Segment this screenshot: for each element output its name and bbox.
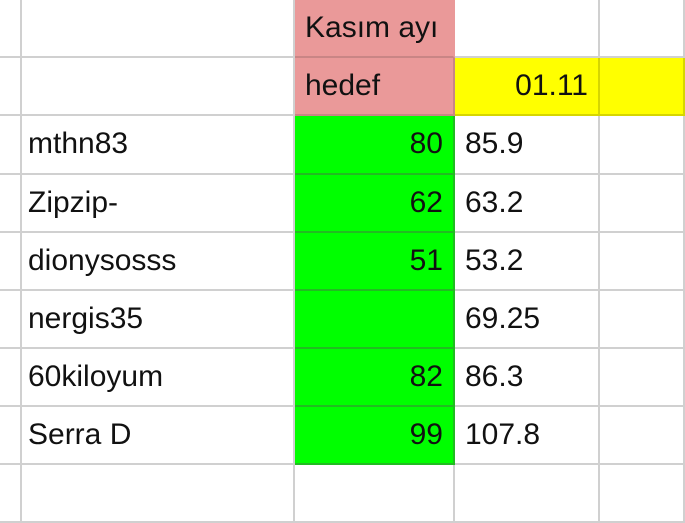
cell[interactable] xyxy=(0,116,22,175)
cell[interactable] xyxy=(600,175,685,233)
month-header-cell[interactable]: Kasım ayı xyxy=(295,0,455,58)
name-cell[interactable]: nergis35 xyxy=(18,291,295,349)
cell[interactable] xyxy=(455,0,600,58)
name-cell[interactable]: Zipzip- xyxy=(18,175,295,233)
value-cell[interactable]: 63.2 xyxy=(455,175,600,233)
cell[interactable] xyxy=(18,58,295,116)
name-cell[interactable]: dionysosss xyxy=(18,233,295,291)
target-cell[interactable] xyxy=(295,291,455,349)
value-cell[interactable]: 85.9 xyxy=(455,116,600,175)
cell[interactable] xyxy=(600,291,685,349)
value-cell[interactable]: 107.8 xyxy=(455,407,600,465)
cell[interactable] xyxy=(455,465,600,523)
cell[interactable] xyxy=(18,0,295,58)
target-cell[interactable]: 62 xyxy=(295,175,455,233)
cell[interactable] xyxy=(0,175,22,233)
cell[interactable] xyxy=(0,407,22,465)
cell[interactable] xyxy=(0,291,22,349)
target-cell[interactable]: 51 xyxy=(295,233,455,291)
name-cell[interactable]: 60kiloyum xyxy=(18,349,295,407)
target-cell[interactable]: 82 xyxy=(295,349,455,407)
cell[interactable] xyxy=(0,233,22,291)
date-header-cell[interactable]: 01.11 xyxy=(455,58,600,116)
target-cell[interactable]: 80 xyxy=(295,116,455,175)
value-cell[interactable]: 69.25 xyxy=(455,291,600,349)
cell[interactable] xyxy=(600,0,685,58)
value-cell[interactable]: 86.3 xyxy=(455,349,600,407)
cell[interactable] xyxy=(18,465,295,523)
cell[interactable] xyxy=(600,233,685,291)
cell[interactable] xyxy=(600,116,685,175)
cell[interactable] xyxy=(600,465,685,523)
cell[interactable] xyxy=(0,58,22,116)
target-header-cell[interactable]: hedef xyxy=(295,58,455,116)
name-cell[interactable]: mthn83 xyxy=(18,116,295,175)
value-cell[interactable]: 53.2 xyxy=(455,233,600,291)
cell[interactable] xyxy=(600,58,685,116)
cell[interactable] xyxy=(0,0,22,58)
target-cell[interactable]: 99 xyxy=(295,407,455,465)
name-cell[interactable]: Serra D xyxy=(18,407,295,465)
cell[interactable] xyxy=(295,465,455,523)
cell[interactable] xyxy=(0,349,22,407)
cell[interactable] xyxy=(600,349,685,407)
cell[interactable] xyxy=(600,407,685,465)
